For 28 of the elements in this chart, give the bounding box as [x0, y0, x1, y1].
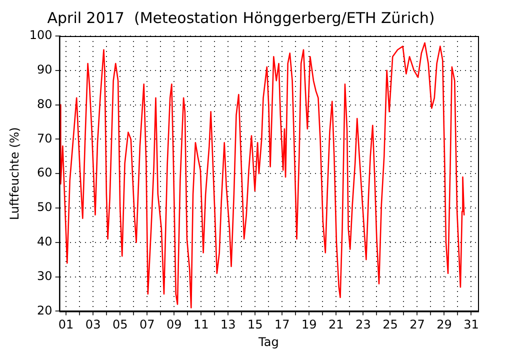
x-tick-label: 11	[193, 318, 209, 332]
x-tick-label: 05	[112, 318, 128, 332]
x-tick-label: 23	[356, 318, 371, 332]
y-tick-label: 30	[37, 268, 52, 283]
x-tick-label: 01	[58, 318, 74, 332]
x-tick-label: 21	[328, 318, 344, 332]
x-tick-label: 29	[436, 318, 452, 332]
y-tick-label: 50	[37, 200, 52, 214]
y-tick-label: 90	[37, 62, 52, 77]
y-tick-label: 100	[29, 28, 52, 42]
x-tick-label: 25	[382, 318, 398, 332]
x-axis-title: Tag	[257, 334, 279, 349]
x-tick-label: 17	[274, 318, 290, 332]
x-tick-label: 07	[139, 318, 155, 332]
x-tick-label: 27	[410, 318, 425, 332]
y-tick-label: 40	[37, 234, 52, 249]
y-tick-label: 80	[37, 96, 52, 111]
x-tick-label: 03	[85, 318, 101, 332]
y-axis-title: Luftfeuchte (%)	[7, 127, 22, 220]
x-tick-label: 15	[248, 318, 263, 332]
x-tick-label: 13	[220, 318, 236, 332]
chart-title: April 2017 (Meteostation Hönggerberg/ETH Zürich)	[47, 8, 435, 27]
y-tick-label: 70	[37, 131, 52, 146]
x-tick-label: 19	[302, 318, 317, 332]
x-tick-label: 31	[464, 318, 479, 332]
y-tick-label: 60	[37, 166, 52, 180]
y-tick-label: 20	[37, 303, 52, 318]
x-tick-label: 09	[166, 318, 182, 332]
